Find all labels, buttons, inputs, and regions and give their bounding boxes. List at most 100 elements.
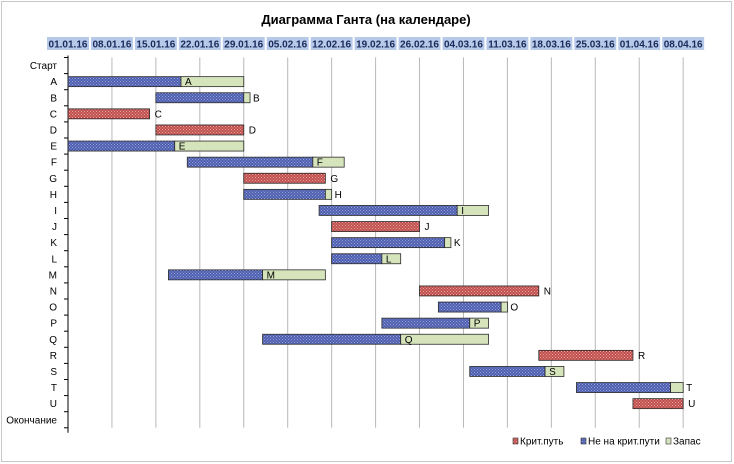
task-bar-A (67, 76, 182, 88)
task-bar-G (243, 172, 326, 184)
x-tick-bg (178, 37, 221, 50)
category-label: J (52, 222, 57, 233)
task-label: N (544, 286, 551, 297)
slack-bar-K (444, 237, 452, 249)
slack-bar-E (174, 140, 245, 152)
category-label: E (50, 142, 57, 153)
task-bar-E (67, 140, 176, 152)
task-label: A (185, 77, 192, 88)
category-label: C (50, 109, 57, 120)
slack-bar-B (243, 92, 251, 104)
x-tick-label: 12.02.16 (312, 40, 351, 51)
category-label: M (49, 270, 57, 281)
task-label: R (638, 351, 645, 362)
slack-bar-Q (400, 333, 489, 345)
chart-title: Диаграмма Ганта (на календаре) (261, 12, 470, 27)
task-bar-C (67, 108, 151, 120)
slack-bar-T (670, 382, 684, 393)
task-bar-K (331, 237, 446, 249)
task-label: H (335, 190, 342, 201)
category-label: H (50, 190, 57, 201)
x-tick-bg (530, 37, 573, 50)
category-label: G (49, 174, 57, 185)
task-label: T (686, 383, 692, 394)
x-tick-bg (618, 37, 661, 50)
x-axis: 01.01.16 08.01.16 15.01.16 22.01.16 29.01.16… (47, 37, 705, 51)
task-label: I (461, 206, 464, 217)
x-tick-label: 11.03.16 (488, 40, 527, 51)
task-label: K (454, 238, 461, 249)
category-label: Окончание (6, 415, 57, 426)
task-label: O (510, 303, 518, 314)
category-label: I (54, 206, 57, 217)
x-tick-bg (90, 37, 133, 50)
x-tick-bg (310, 37, 353, 50)
category-label: P (50, 319, 57, 330)
x-tick-bg (486, 37, 529, 50)
x-tick-label: 25.03.16 (576, 40, 615, 51)
task-bar-F (186, 156, 314, 168)
task-bar-T (576, 382, 672, 393)
task-bar-H (243, 188, 326, 200)
task-bar-J (331, 221, 420, 232)
task-label: C (155, 109, 162, 120)
x-tick-bg (442, 37, 485, 50)
slack-bar-H (324, 188, 333, 200)
x-tick-label: 22.01.16 (180, 40, 219, 51)
x-tick-label: 08.04.16 (664, 40, 703, 51)
x-tick-bg (662, 37, 705, 50)
task-bar-O (437, 301, 502, 313)
task-label: J (425, 222, 430, 233)
category-label: F (51, 158, 57, 169)
task-bar-M (168, 269, 263, 281)
x-tick-label: 01.01.16 (49, 40, 88, 51)
legend-item: Запас (673, 437, 701, 448)
slack-bar-S (544, 366, 565, 377)
task-bar-S (469, 366, 546, 377)
category-label: K (50, 238, 57, 249)
x-tick-bg (574, 37, 617, 50)
task-label: F (317, 158, 323, 169)
task-label: M (267, 270, 275, 281)
x-tick-label: 15.01.16 (136, 40, 175, 51)
category-label: L (51, 254, 57, 265)
task-bar-U (632, 398, 684, 410)
category-label: T (51, 383, 57, 394)
task-label: S (549, 367, 556, 378)
x-tick-bg (222, 37, 265, 50)
task-bar-L (331, 253, 383, 265)
category-label: U (50, 399, 57, 410)
slack-bar-M (262, 269, 326, 281)
legend-item: Крит.путь (520, 437, 563, 448)
x-tick-label: 26.02.16 (400, 40, 439, 51)
task-bar-N (419, 285, 540, 297)
category-label: S (50, 367, 57, 378)
x-tick-bg (134, 37, 177, 50)
grid (64, 55, 684, 433)
x-tick-label: 05.02.16 (268, 40, 307, 51)
x-tick-label: 01.04.16 (620, 40, 659, 51)
x-tick-label: 19.02.16 (356, 40, 395, 51)
category-label: B (50, 93, 57, 104)
task-bar-D (155, 124, 245, 136)
x-tick-label: 08.01.16 (92, 40, 131, 51)
x-tick-label: 18.03.16 (532, 40, 571, 51)
task-label: L (386, 254, 392, 265)
task-label: D (249, 125, 256, 136)
task-bar-B (155, 92, 245, 104)
bars: A B C D E FGH I J K L M N O P Q R S TU (67, 76, 695, 410)
task-label: Q (405, 335, 413, 346)
category-label: Старт (30, 61, 58, 72)
category-label: Q (49, 335, 57, 346)
x-tick-bg (266, 37, 309, 50)
task-bar-P (381, 317, 471, 329)
legend-swatch (512, 437, 519, 445)
task-label: B (253, 93, 260, 104)
x-tick-label: 04.03.16 (444, 40, 483, 51)
category-label: N (50, 286, 57, 297)
slack-bar-L (381, 253, 402, 265)
task-bar-R (538, 349, 634, 361)
